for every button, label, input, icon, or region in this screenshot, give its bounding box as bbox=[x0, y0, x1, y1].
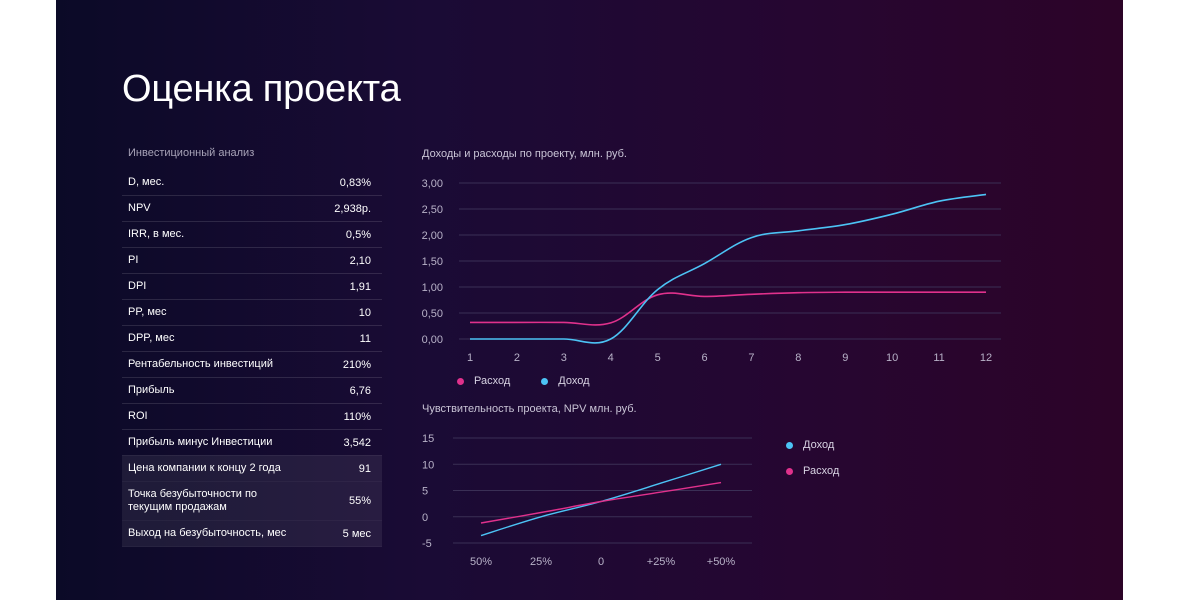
x-tick-label: 9 bbox=[842, 352, 848, 364]
x-tick-label: 4 bbox=[608, 352, 614, 364]
table-row: IRR, в мес. 0,5% bbox=[122, 222, 382, 248]
y-tick-label: 2,00 bbox=[422, 230, 443, 242]
legend-label-expense: Расход bbox=[803, 465, 840, 477]
table-row: PP, мес 10 bbox=[122, 300, 382, 326]
row-label: Точка безубыточности по текущим продажам bbox=[128, 488, 258, 513]
row-label: Прибыль минус Инвестиции bbox=[128, 436, 273, 448]
y-tick-label: 5 bbox=[422, 486, 428, 498]
table-row: PI 2,10 bbox=[122, 248, 382, 274]
y-tick-label: 1,50 bbox=[422, 256, 443, 268]
x-tick-label: 2 bbox=[514, 352, 520, 364]
legend-dot-income bbox=[786, 441, 793, 449]
row-value: 10 bbox=[358, 306, 371, 319]
x-tick-label: +50% bbox=[707, 556, 736, 568]
row-label: NPV bbox=[128, 202, 151, 214]
x-tick-label: 8 bbox=[795, 352, 801, 364]
table-row: Прибыль 6,76 bbox=[122, 378, 382, 404]
row-label: PP, мес bbox=[128, 306, 167, 318]
chart2-title: Чувствительность проекта, NPV млн. руб. bbox=[422, 403, 637, 415]
y-tick-label: 0,50 bbox=[422, 308, 443, 320]
income-expense-chart: 0,000,501,001,502,002,503,001 2 3 4 5 6 7 8 9 10 1… bbox=[422, 178, 1001, 364]
x-tick-label: 25% bbox=[530, 556, 552, 568]
slide: Оценка проекта Инвестиционный анализ D, … bbox=[56, 0, 1123, 600]
row-label: Выход на безубыточность, мес bbox=[128, 527, 287, 539]
row-value: 11 bbox=[359, 332, 371, 345]
y-tick-label: -5 bbox=[422, 538, 432, 550]
series-line-income bbox=[480, 463, 722, 537]
table-row: Рентабельность инвестиций 210% bbox=[122, 352, 382, 378]
x-tick-label: 1 bbox=[467, 352, 473, 364]
row-value: 0,5% bbox=[345, 228, 371, 241]
chart2-legend-expense: Расход bbox=[786, 465, 839, 477]
y-tick-label: 10 bbox=[422, 459, 434, 471]
row-value: 210% bbox=[342, 358, 371, 371]
table-row: DPI 1,91 bbox=[122, 274, 382, 300]
table-row: D, мес. 0,83% bbox=[122, 170, 382, 196]
row-value: 110% bbox=[343, 410, 371, 423]
y-tick-label: 15 bbox=[422, 433, 434, 445]
y-tick-label: 1,00 bbox=[422, 282, 443, 294]
row-label: Прибыль bbox=[128, 384, 175, 396]
legend-dot-income bbox=[541, 377, 549, 385]
row-label: PI bbox=[128, 254, 139, 266]
legend-label-income: Доход bbox=[803, 439, 835, 451]
legend-label-income: Доход bbox=[558, 375, 590, 387]
table-row: NPV 2,938р. bbox=[122, 196, 382, 222]
x-tick-label: 7 bbox=[748, 352, 754, 364]
row-value: 3,542 bbox=[343, 436, 371, 449]
series-line-expense bbox=[470, 291, 986, 326]
row-label: D, мес. bbox=[128, 176, 165, 188]
row-label: ROI bbox=[128, 410, 148, 422]
row-value: 5 мес bbox=[342, 527, 371, 540]
row-value: 55% bbox=[348, 495, 371, 507]
chart1-legend: Расход Доход bbox=[457, 375, 590, 387]
legend-dot-expense bbox=[786, 467, 793, 475]
row-value: 2,10 bbox=[349, 254, 371, 267]
legend-label-expense: Расход bbox=[474, 375, 511, 387]
x-tick-label: 5 bbox=[655, 352, 661, 364]
page-title: Оценка проекта bbox=[122, 68, 401, 110]
x-tick-label: 3 bbox=[561, 352, 567, 364]
row-label: DPP, мес bbox=[128, 332, 175, 344]
x-tick-label: 12 bbox=[980, 352, 992, 364]
table-row: Цена компании к концу 2 года 91 bbox=[122, 456, 382, 482]
investment-table: D, мес. 0,83% NPV 2,938р. IRR, в мес. 0,5% PI 2… bbox=[122, 170, 382, 547]
legend-dot-expense bbox=[457, 377, 464, 385]
table-row: Выход на безубыточность, мес 5 мес bbox=[122, 521, 382, 547]
row-value: 1,91 bbox=[349, 280, 371, 293]
row-value: 6,76 bbox=[349, 384, 371, 397]
y-tick-label: 2,50 bbox=[422, 204, 443, 216]
row-label: Рентабельность инвестиций bbox=[128, 358, 274, 370]
x-tick-label: 0 bbox=[598, 556, 604, 568]
row-value: 0,83% bbox=[339, 176, 371, 189]
sensitivity-chart: -5 0 5 10 15 50% 25% 0 +25% +50% bbox=[422, 433, 752, 568]
x-tick-label: +25% bbox=[647, 556, 676, 568]
row-value: 2,938р. bbox=[334, 202, 371, 215]
row-value: 91 bbox=[358, 462, 371, 475]
y-tick-label: 3,00 bbox=[422, 178, 443, 190]
chart2-legend-income: Доход bbox=[786, 439, 834, 451]
table-row: Точка безубыточности по текущим продажам… bbox=[122, 482, 382, 521]
x-tick-label: 11 bbox=[933, 352, 944, 364]
x-tick-label: 50% bbox=[470, 556, 492, 568]
row-label: DPI bbox=[128, 280, 147, 292]
row-label: Цена компании к концу 2 года bbox=[128, 462, 281, 474]
y-tick-label: 0,00 bbox=[422, 334, 443, 346]
y-tick-label: 0 bbox=[422, 512, 428, 524]
series-line-expense bbox=[480, 481, 722, 524]
table-row: ROI 110% bbox=[122, 404, 382, 430]
chart1-title: Доходы и расходы по проекту, млн. руб. bbox=[422, 148, 627, 160]
table-row: Прибыль минус Инвестиции 3,542 bbox=[122, 430, 382, 456]
table-caption: Инвестиционный анализ bbox=[128, 147, 255, 159]
series-line-income bbox=[470, 193, 987, 344]
row-label: IRR, в мес. bbox=[128, 228, 185, 240]
x-tick-label: 6 bbox=[701, 352, 707, 364]
table-row: DPP, мес 11 bbox=[122, 326, 382, 352]
x-tick-label: 10 bbox=[886, 352, 898, 364]
